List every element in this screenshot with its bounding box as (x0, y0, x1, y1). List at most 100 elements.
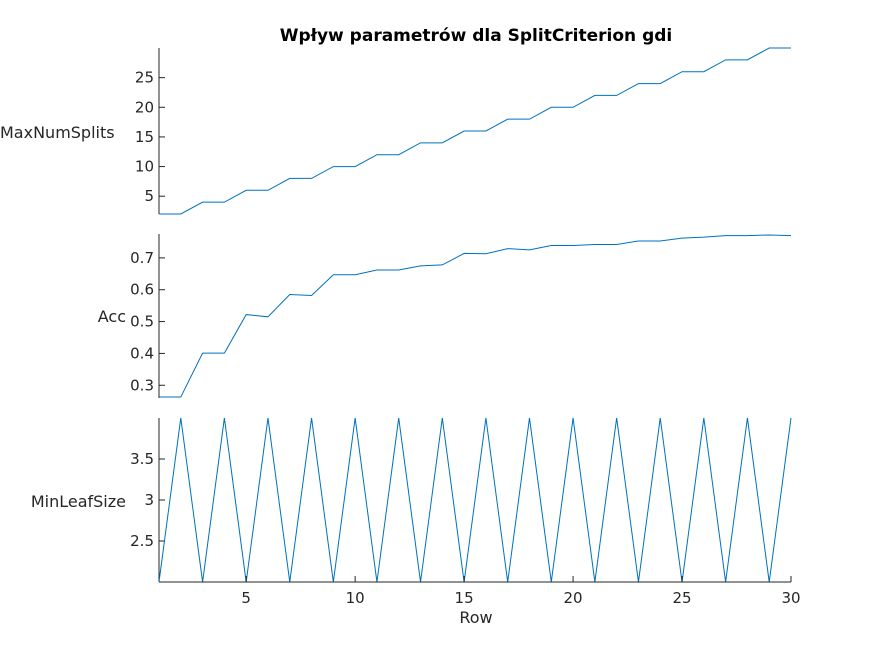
data-point (769, 234, 770, 235)
series-line (158, 417, 792, 583)
data-point (420, 265, 421, 266)
data-point (769, 47, 770, 48)
data-point (224, 417, 225, 418)
data-point (202, 352, 203, 353)
y-tick-label: 25 (135, 69, 154, 87)
data-point (638, 240, 639, 241)
y-tick-label: 10 (135, 158, 154, 176)
data-point (442, 264, 443, 265)
data-point (529, 249, 530, 250)
data-point (681, 238, 682, 239)
data-point (551, 245, 552, 246)
panel-1: 5 10 15 20 25 MaxNumSplits (0, 47, 791, 215)
data-point (464, 130, 465, 131)
data-point (551, 107, 552, 108)
data-point (224, 202, 225, 203)
data-point (703, 417, 704, 418)
data-point (333, 274, 334, 275)
data-point (398, 154, 399, 155)
data-point (267, 190, 268, 191)
panel-2: 0.3 0.4 0.5 0.6 0.7 Acc (98, 234, 792, 398)
data-point (485, 130, 486, 131)
data-point (355, 417, 356, 418)
data-point (594, 95, 595, 96)
data-point (660, 240, 661, 241)
data-point (485, 253, 486, 254)
data-point (790, 47, 791, 48)
data-point (289, 294, 290, 295)
data-point (703, 71, 704, 72)
y-tick-label: 15 (135, 128, 154, 146)
panel-3: 2.5 3 3.5 MinLeafSize 5 10 15 20 25 30 (31, 417, 801, 607)
data-point (420, 142, 421, 143)
data-point (485, 417, 486, 418)
data-point (747, 59, 748, 60)
x-tick-label: 30 (781, 589, 800, 607)
y-tick-label: 0.5 (130, 313, 154, 331)
data-point (355, 166, 356, 167)
y-tick-label: 3.5 (130, 450, 154, 468)
data-point (703, 237, 704, 238)
data-point (681, 71, 682, 72)
data-point (224, 352, 225, 353)
data-point (311, 295, 312, 296)
y-tick-label: 2.5 (130, 532, 154, 550)
series-line (159, 47, 791, 215)
data-point (398, 269, 399, 270)
data-point (289, 178, 290, 179)
data-point (660, 417, 661, 418)
x-tick-label: 5 (241, 589, 251, 607)
x-tick-label: 15 (455, 589, 474, 607)
y-axis-label: MaxNumSplits (0, 123, 115, 142)
data-point (616, 244, 617, 245)
data-point (529, 119, 530, 120)
data-point (594, 244, 595, 245)
data-point (180, 213, 181, 214)
y-tick-label: 3 (144, 491, 154, 509)
data-point (616, 417, 617, 418)
data-point (180, 417, 181, 418)
data-point (376, 154, 377, 155)
data-point (572, 245, 573, 246)
y-tick-label: 0.6 (130, 281, 154, 299)
data-point (638, 83, 639, 84)
data-point (355, 274, 356, 275)
data-point (507, 119, 508, 120)
data-point (660, 83, 661, 84)
data-point (529, 417, 530, 418)
data-point (616, 95, 617, 96)
x-tick-label: 20 (564, 589, 583, 607)
data-point (747, 235, 748, 236)
data-point (507, 248, 508, 249)
y-tick-label: 0.3 (130, 376, 154, 394)
x-tick-label: 10 (346, 589, 365, 607)
data-point (158, 213, 159, 214)
data-point (180, 396, 181, 397)
y-axis-label: MinLeafSize (31, 492, 126, 511)
data-point (333, 166, 334, 167)
y-tick-label: 5 (144, 187, 154, 205)
data-point (572, 417, 573, 418)
data-point (267, 417, 268, 418)
series-line (159, 234, 792, 398)
data-point (398, 417, 399, 418)
y-tick-label: 20 (135, 98, 154, 116)
data-point (376, 269, 377, 270)
chart-panels: 5 10 15 20 25 MaxNumSplits 0.3 0.4 0.5 0.6 0.7 Acc 2… (0, 47, 801, 607)
data-point (790, 235, 791, 236)
data-point (202, 202, 203, 203)
x-tick-label: 25 (672, 589, 691, 607)
data-point (311, 417, 312, 418)
data-point (725, 235, 726, 236)
y-axis-label: Acc (98, 307, 126, 326)
data-point (442, 142, 443, 143)
data-point (267, 316, 268, 317)
data-point (246, 190, 247, 191)
x-axis-label: Row (459, 608, 492, 627)
y-tick-label: 0.7 (130, 249, 154, 267)
y-tick-label: 0.4 (130, 344, 154, 362)
data-point (311, 178, 312, 179)
data-point (464, 253, 465, 254)
data-point (790, 417, 791, 418)
